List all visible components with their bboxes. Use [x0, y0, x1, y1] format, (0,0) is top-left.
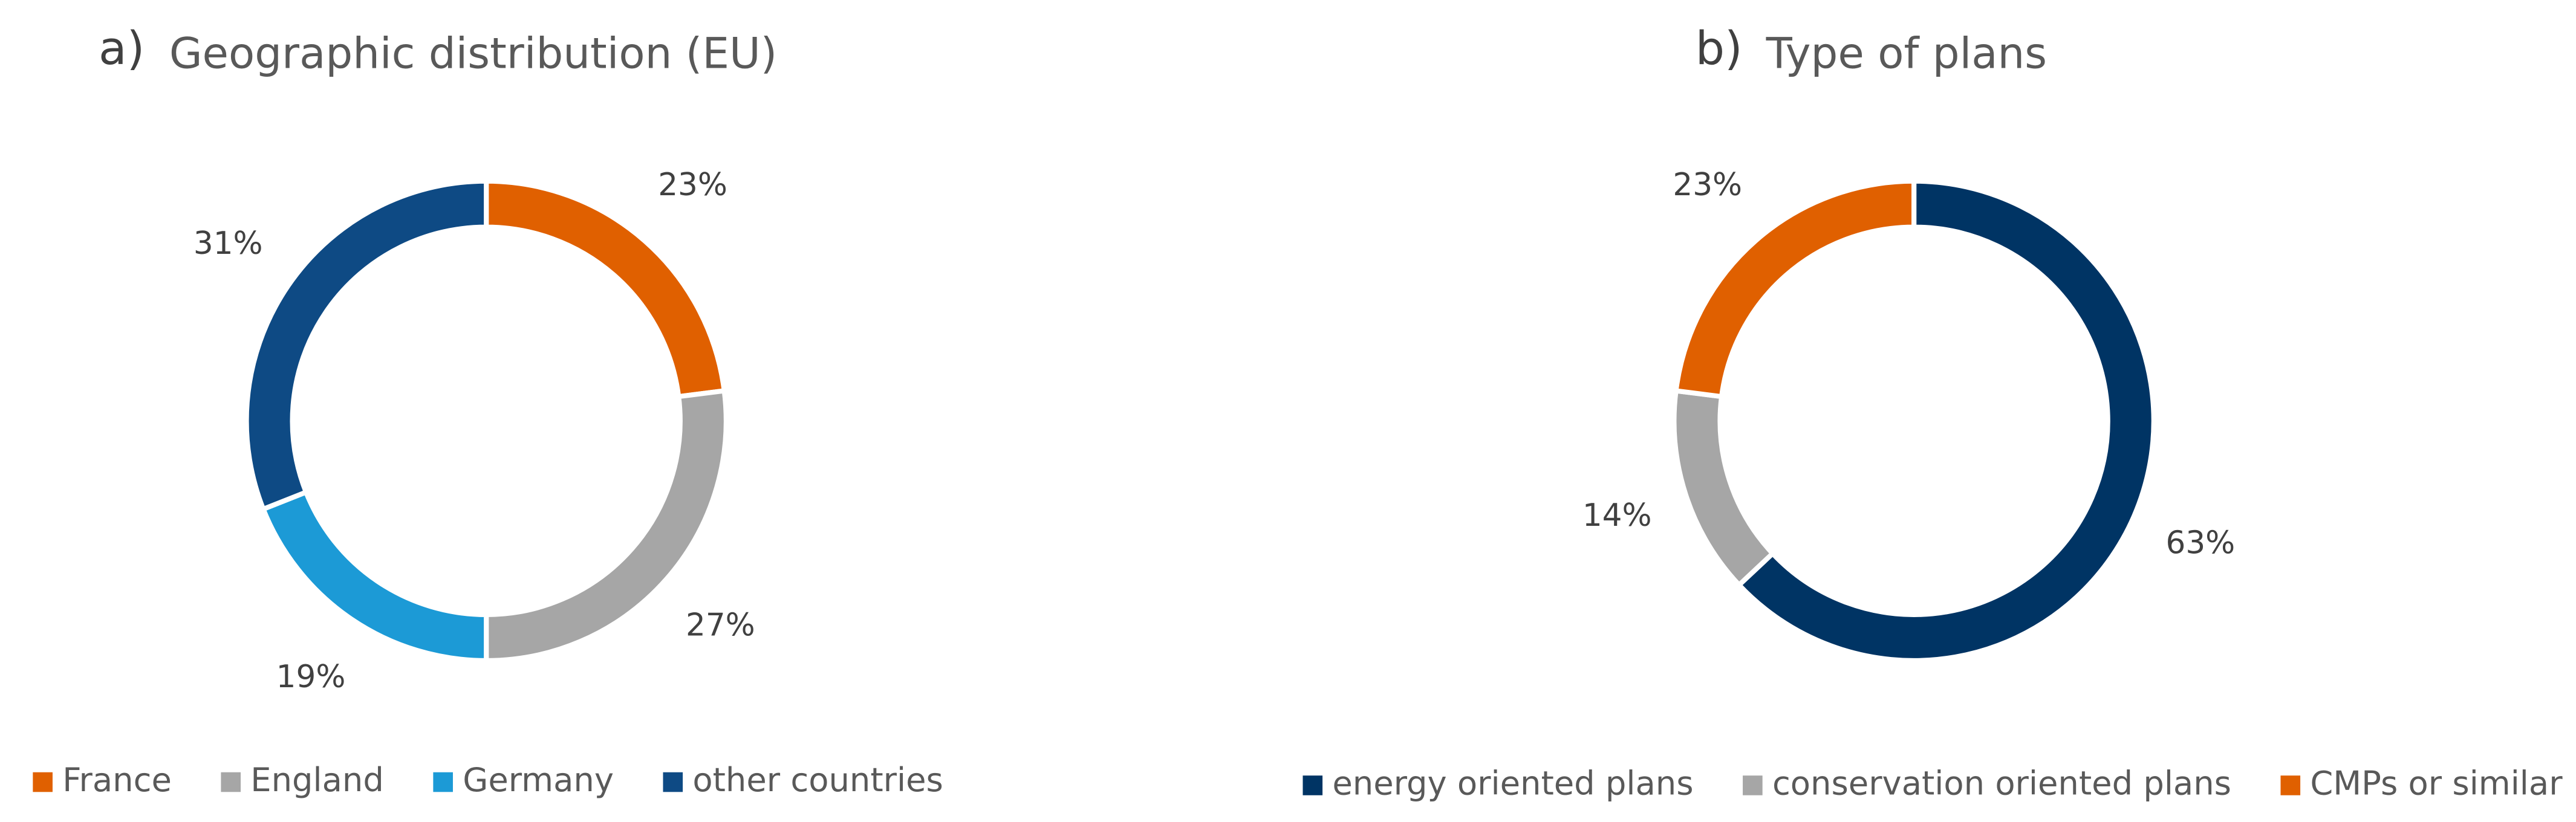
- legend-swatch: [2280, 775, 2301, 795]
- panel-label: a): [99, 21, 145, 75]
- legend-entry: France: [62, 761, 172, 799]
- legend-entry: conservation oriented plans: [1772, 765, 2231, 803]
- value-label: 19%: [276, 659, 346, 695]
- panel-label: b): [1696, 21, 1743, 75]
- donut-slice: [244, 178, 489, 513]
- legend-swatch: [1743, 775, 1763, 795]
- legend-swatch: [663, 772, 683, 792]
- legend-swatch: [221, 772, 241, 792]
- legend-swatch: [33, 772, 53, 792]
- donut-slice: [1735, 178, 2156, 663]
- value-label: 23%: [1673, 167, 1742, 203]
- legend-entry: CMPs or similar: [2310, 765, 2563, 803]
- chart-title: Geographic distribution (EU): [169, 28, 777, 79]
- donut-slice: [1671, 388, 1777, 589]
- value-label: 23%: [658, 167, 727, 203]
- value-label: 14%: [1582, 497, 1652, 534]
- legend-entry: energy oriented plans: [1332, 765, 1693, 803]
- donut-slice: [484, 178, 727, 400]
- value-label: 27%: [686, 607, 755, 644]
- legend-entry: other countries: [692, 761, 943, 799]
- legend-entry: England: [250, 761, 384, 799]
- legend-entry: Germany: [463, 761, 614, 799]
- value-label: 31%: [194, 225, 263, 262]
- legend-swatch: [1303, 775, 1323, 795]
- legend-swatch: [433, 772, 453, 792]
- donut-slice: [1673, 178, 1917, 400]
- donut-slice: [260, 489, 489, 664]
- chart-title: Type of plans: [1766, 28, 2047, 79]
- value-label: 63%: [2165, 525, 2235, 561]
